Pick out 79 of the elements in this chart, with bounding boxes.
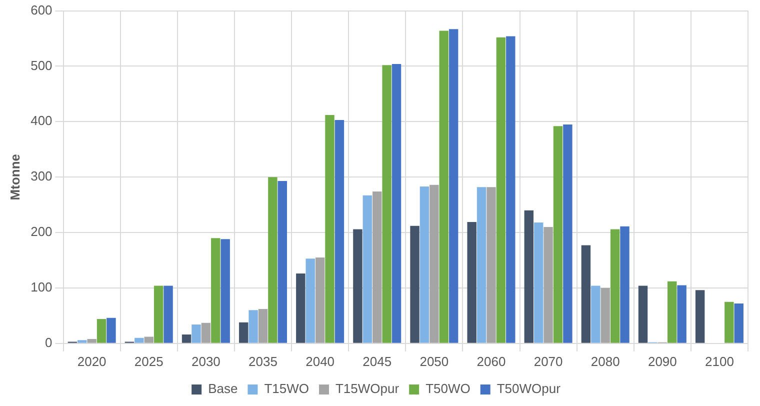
- x-tick-label: 2090: [648, 354, 677, 369]
- legend-label: T50WO: [426, 381, 470, 396]
- y-axis-title: Mtonne: [7, 154, 22, 200]
- bar: [296, 274, 306, 343]
- bar: [392, 64, 402, 343]
- bar: [638, 286, 648, 343]
- bar: [430, 184, 439, 343]
- bar: [220, 239, 230, 343]
- bar: [476, 187, 486, 343]
- y-tick-label: 100: [30, 280, 52, 295]
- bar: [353, 229, 362, 343]
- bar: [182, 334, 192, 343]
- y-tick-label: 400: [30, 113, 52, 128]
- bar: [362, 195, 372, 343]
- x-tick-label: 2035: [248, 354, 278, 369]
- bar: [591, 286, 600, 343]
- bar: [486, 187, 496, 343]
- x-tick-label: 2080: [590, 354, 620, 369]
- bar: [325, 115, 334, 343]
- bar: [372, 192, 382, 343]
- bar: [315, 257, 325, 343]
- x-tick-label: 2045: [362, 354, 392, 369]
- bar: [268, 177, 278, 343]
- bar: [87, 338, 96, 343]
- bar: [668, 281, 677, 343]
- legend-label: Base: [208, 381, 238, 396]
- bar: [78, 340, 87, 343]
- y-tick-label: 0: [45, 334, 52, 350]
- bar: [677, 285, 686, 343]
- x-tick-label: 2030: [191, 354, 220, 369]
- bar: [496, 37, 506, 343]
- bar: [467, 222, 476, 343]
- y-tick-label: 300: [30, 168, 52, 184]
- x-tick-label: 2060: [476, 354, 506, 369]
- bar: [724, 302, 734, 343]
- x-tick-label: 2070: [534, 354, 563, 369]
- bar: [620, 226, 630, 343]
- bar: [96, 319, 106, 343]
- bar: [238, 322, 248, 343]
- bar: [134, 338, 144, 343]
- bar: [164, 286, 173, 343]
- bar: [581, 245, 591, 343]
- y-tick-label: 200: [30, 224, 52, 240]
- bar: [382, 65, 392, 343]
- bar: [553, 126, 563, 343]
- bar: [201, 322, 211, 343]
- x-tick-label: 2025: [134, 354, 164, 369]
- bar: [534, 222, 544, 343]
- bar: [610, 229, 620, 343]
- bar: [524, 210, 534, 343]
- y-tick-label: 500: [30, 58, 52, 73]
- bar: [154, 286, 164, 343]
- bar: [506, 36, 516, 343]
- bar: [248, 310, 258, 343]
- bar: [278, 180, 288, 343]
- bar: [695, 290, 705, 343]
- bar: [448, 29, 458, 343]
- bar: [258, 309, 268, 343]
- bar: [439, 30, 448, 343]
- bar: [334, 120, 344, 343]
- legend-label: T15WO: [264, 381, 310, 396]
- bar: [600, 288, 610, 343]
- x-tick-label: 2050: [420, 354, 449, 369]
- legend-label: T50WOpur: [496, 381, 562, 396]
- bar: [192, 324, 201, 343]
- bar: [734, 303, 744, 343]
- bar: [106, 318, 116, 343]
- bar: [420, 186, 430, 343]
- bar: [144, 336, 154, 343]
- bar: [410, 226, 420, 343]
- y-tick-label: 600: [30, 2, 52, 18]
- x-tick-label: 2100: [705, 354, 734, 369]
- bar: [306, 258, 315, 343]
- x-tick-label: 2020: [77, 354, 106, 369]
- bar: [544, 226, 553, 343]
- bar: [563, 124, 572, 343]
- bar: [211, 238, 220, 343]
- legend-label: T15WOpur: [335, 381, 400, 396]
- x-tick-label: 2040: [306, 354, 335, 369]
